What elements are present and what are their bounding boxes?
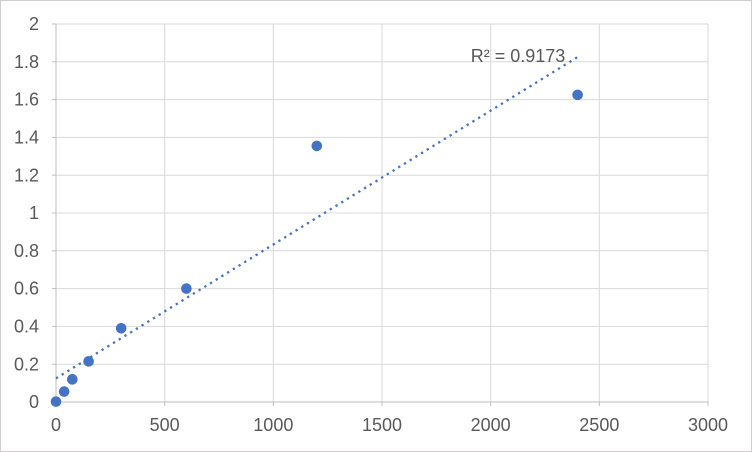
- trendline: [55, 56, 579, 380]
- data-point: [83, 356, 94, 367]
- y-tick-label: 1.2: [14, 165, 39, 185]
- data-point: [572, 89, 583, 101]
- data-point: [50, 396, 62, 407]
- y-tick-label: 2: [29, 14, 39, 34]
- data-point: [115, 322, 127, 334]
- data-point: [67, 374, 78, 385]
- x-tick-label: 2500: [579, 415, 619, 435]
- x-tick-label: 2000: [471, 415, 511, 435]
- r-squared-label: R² = 0.9173: [471, 46, 566, 66]
- y-tick-label: 0: [29, 392, 39, 412]
- data-point: [58, 386, 70, 397]
- x-tick-label: 1000: [253, 415, 293, 435]
- y-tick-label: 1.6: [14, 90, 39, 110]
- y-tick-label: 0.4: [14, 317, 39, 337]
- x-tick-label: 3000: [688, 415, 728, 435]
- data-point: [311, 140, 323, 152]
- y-tick-label: 1.4: [14, 128, 39, 148]
- y-tick-label: 1: [29, 203, 39, 223]
- x-tick-label: 1500: [362, 415, 402, 435]
- y-tick-label: 0.8: [14, 241, 39, 261]
- x-tick-label: 0: [51, 415, 61, 435]
- x-tick-label: 500: [150, 415, 180, 435]
- y-tick-label: 0.6: [14, 279, 39, 299]
- data-point: [181, 283, 192, 294]
- y-tick-label: 1.8: [14, 52, 39, 72]
- y-tick-label: 0.2: [14, 354, 39, 374]
